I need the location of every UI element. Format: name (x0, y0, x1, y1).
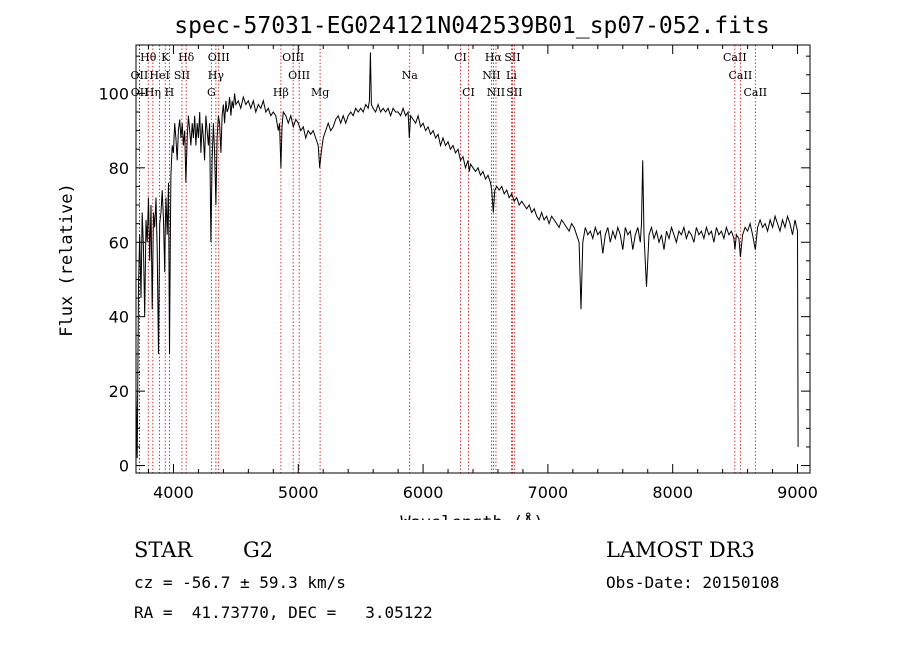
coordinates: RA = 41.73770, DEC = 3.05122 (134, 603, 433, 622)
spectral-line-label: Hθ (140, 51, 157, 64)
axis-ticks: 4000 5000 6000 7000 8000 9000 0 20 40 60 80 100 (98, 45, 818, 502)
spectral-line-label: Mg (311, 86, 329, 99)
spectral-line-label: Hα (485, 51, 503, 64)
spectral-line-label: SII (174, 69, 190, 82)
spectrum-chart: spec-57031-EG024121N042539B01_sp07-052.f… (57, 13, 818, 520)
x-tick-label: 4000 (153, 483, 194, 502)
spectral-line-label: SII (506, 86, 522, 99)
spectral-line-label: CaII (743, 86, 767, 99)
spectral-line-label: OII (131, 86, 149, 99)
spectral-line-label: OIII (208, 51, 230, 64)
spectral-line-label: Na (402, 69, 419, 82)
spectral-line-label: H (165, 86, 175, 99)
spectral-line-label: NII (482, 69, 500, 82)
y-tick-label: 100 (98, 84, 129, 103)
spectral-line-label: CI (454, 51, 467, 64)
spectrum-series-line (135, 52, 799, 459)
observation-date: Obs-Date: 20150108 (606, 573, 780, 592)
spectral-line-label: Hδ (178, 51, 195, 64)
object-subclass: G2 (243, 538, 274, 562)
x-axis-label: Wavelength (Å) (400, 511, 543, 520)
y-tick-label: 80 (109, 159, 129, 178)
spectral-line-label: Li (506, 69, 517, 82)
redshift-value: cz = -56.7 ± 59.3 km/s (134, 573, 346, 592)
y-tick-label: 20 (109, 382, 129, 401)
spectral-line-label: HeI (149, 69, 169, 82)
spectral-line-label: Hγ (208, 69, 225, 82)
y-tick-label: 0 (119, 457, 129, 476)
y-axis-label: Flux (relative) (57, 183, 77, 337)
survey-name: LAMOST DR3 (606, 538, 755, 562)
spectral-line-label: CaII (723, 51, 747, 64)
spectral-line-label: K (161, 51, 170, 64)
spectral-line-label: Hβ (273, 86, 289, 99)
x-tick-label: 9000 (777, 483, 818, 502)
y-tick-label: 60 (109, 233, 129, 252)
spectral-line-label: OIII (288, 69, 310, 82)
x-tick-label: 7000 (528, 483, 569, 502)
spectral-line-label: CI (462, 86, 475, 99)
spectral-line-label: Hη (145, 86, 161, 99)
spectral-line-label: OIII (282, 51, 304, 64)
plot-frame (135, 44, 811, 474)
spectral-line-label: OII (131, 69, 149, 82)
spectral-line-label: CaII (729, 69, 753, 82)
chart-title: spec-57031-EG024121N042539B01_sp07-052.f… (174, 13, 769, 39)
x-tick-label: 8000 (652, 483, 693, 502)
object-class: STAR (134, 538, 193, 562)
x-tick-label: 6000 (403, 483, 444, 502)
x-tick-label: 5000 (278, 483, 319, 502)
spectral-line-label: SII (504, 51, 520, 64)
spectral-line-label: G (207, 86, 216, 99)
spectral-line-label: NII (487, 86, 505, 99)
y-tick-label: 40 (109, 308, 129, 327)
